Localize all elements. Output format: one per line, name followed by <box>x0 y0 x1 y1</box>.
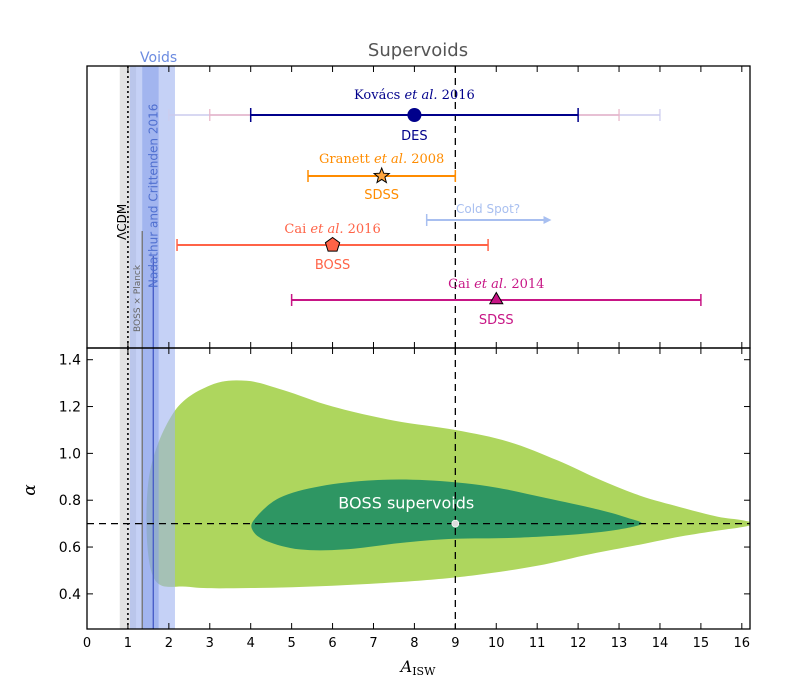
lcdm-label: ΛCDM <box>115 204 129 240</box>
x-tick-label: 4 <box>247 636 255 651</box>
x-tick-label: 10 <box>488 636 505 651</box>
x-tick-label: 8 <box>410 636 418 651</box>
x-tick-label: 0 <box>83 636 91 651</box>
voids-label: Voids <box>140 50 177 66</box>
x-tick-label: 15 <box>693 636 710 651</box>
y-tick-label: 0.6 <box>59 540 81 556</box>
granett-author-label: Granett et al. 2008 <box>319 152 444 167</box>
x-tick-label: 9 <box>451 636 459 651</box>
x-tick-label: 7 <box>369 636 377 651</box>
x-tick-label: 12 <box>570 636 587 651</box>
des-author-label: Kovács et al. 2016 <box>354 88 475 103</box>
cold-spot: Cold Spot? <box>425 202 552 226</box>
x-axis-ticks: 0 1 2 3 4 5 6 7 8 9 10 11 12 13 14 15 16 <box>83 66 750 651</box>
planck-label: BOSS × Planck <box>133 264 143 332</box>
cold-spot-label: Cold Spot? <box>456 202 520 216</box>
x-tick-label: 5 <box>287 636 295 651</box>
void-band-inner-top <box>142 66 159 348</box>
best-fit-point <box>451 519 460 528</box>
contour-inner <box>251 479 642 551</box>
contour-label: BOSS supervoids <box>338 493 474 512</box>
granett-marker <box>372 166 391 184</box>
measurement-des: Kovács et al. 2016 DES <box>168 88 661 144</box>
measurement-granett: Granett et al. 2008 SDSS <box>307 152 457 203</box>
y-tick-label: 0.8 <box>59 493 81 509</box>
y-axis-label: α <box>20 484 40 496</box>
cai2016-author-label: Cai et al. 2016 <box>284 222 380 237</box>
x-tick-label: 1 <box>124 636 132 651</box>
y-axis-ticks: 0.4 0.6 0.8 1.0 1.2 1.4 <box>59 353 750 603</box>
cai2014-author-label: Cai et al. 2014 <box>448 277 544 292</box>
x-tick-label: 3 <box>206 636 214 651</box>
y-tick-label: 1.0 <box>59 446 81 462</box>
x-tick-label: 13 <box>611 636 628 651</box>
measurement-cai-2016: Cai et al. 2016 BOSS <box>176 222 489 273</box>
x-tick-label: 14 <box>652 636 669 651</box>
granett-survey-label: SDSS <box>364 188 399 203</box>
x-tick-label: 11 <box>529 636 546 651</box>
measurement-cai-2014: Cai et al. 2014 SDSS <box>290 277 702 328</box>
des-survey-label: DES <box>401 129 427 144</box>
void-bands <box>119 66 175 629</box>
x-axis-label: AISW <box>399 657 436 677</box>
top-axes-frame <box>86 65 751 349</box>
cai2016-marker <box>324 236 341 252</box>
cai2014-survey-label: SDSS <box>479 313 514 328</box>
cai2016-survey-label: BOSS <box>315 258 350 273</box>
nc-label: Nadathur and Crittenden 2016 <box>146 104 160 288</box>
x-tick-label: 2 <box>165 636 173 651</box>
cai2014-marker <box>488 291 504 305</box>
des-marker <box>407 108 422 122</box>
y-tick-label: 1.2 <box>59 400 81 416</box>
y-tick-label: 1.4 <box>59 353 81 369</box>
chart-title: Supervoids <box>368 40 468 61</box>
x-tick-label: 16 <box>734 636 751 651</box>
void-band-inner-bottom <box>142 348 159 629</box>
x-tick-label: 6 <box>328 636 336 651</box>
contour-group <box>146 380 750 589</box>
y-tick-label: 0.4 <box>59 587 81 603</box>
bottom-axes-frame <box>86 347 751 630</box>
